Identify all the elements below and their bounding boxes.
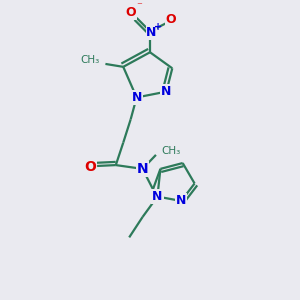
Text: CH₃: CH₃	[80, 55, 100, 64]
Text: O: O	[166, 13, 176, 26]
Text: CH₃: CH₃	[161, 146, 180, 155]
Text: N: N	[137, 162, 148, 176]
Text: N: N	[146, 26, 157, 39]
Text: N: N	[176, 194, 186, 207]
Text: +: +	[154, 22, 162, 32]
Text: O: O	[84, 160, 96, 173]
Text: N: N	[131, 91, 142, 104]
Text: ⁻: ⁻	[136, 1, 142, 11]
Text: N: N	[152, 190, 163, 203]
Text: N: N	[161, 85, 172, 98]
Text: O: O	[125, 6, 136, 20]
